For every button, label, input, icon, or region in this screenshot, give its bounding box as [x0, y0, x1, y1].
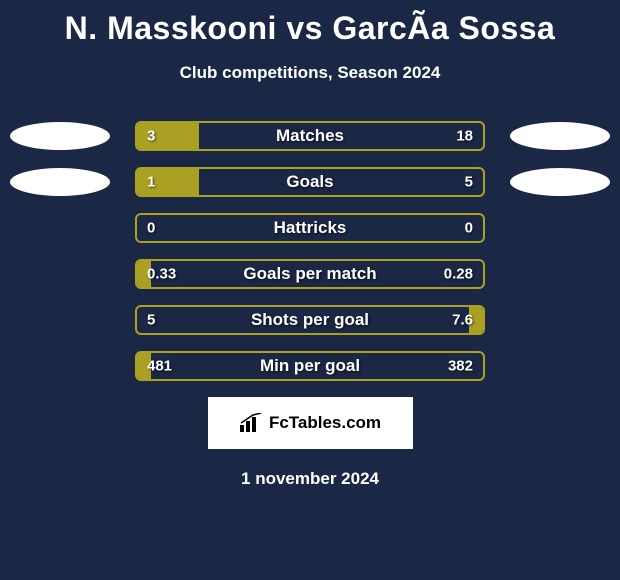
stat-left-value: 5: [147, 312, 155, 329]
stat-row: 481Min per goal382: [0, 351, 620, 381]
bar-right-fill: [469, 307, 483, 333]
bar-left-fill: [137, 353, 151, 379]
player-left-badge: [10, 168, 110, 196]
comparison-rows: 3Matches18 1Goals5 0Hattricks0 0.33Goals pe…: [0, 83, 620, 381]
stat-right-value: 5: [465, 174, 473, 191]
page-title: N. Masskooni vs GarcÃa Sossa: [0, 0, 620, 47]
stat-row: 3Matches18: [0, 121, 620, 151]
stat-right-value: 0.28: [444, 266, 473, 283]
stat-left-value: 0.33: [147, 266, 176, 283]
stat-bar: 481Min per goal382: [135, 351, 485, 381]
bar-left-fill: [137, 123, 199, 149]
subtitle: Club competitions, Season 2024: [0, 63, 620, 83]
stat-right-value: 0: [465, 220, 473, 237]
player-right-badge: [510, 122, 610, 150]
stat-bar: 0Hattricks0: [135, 213, 485, 243]
stat-label: Min per goal: [137, 356, 483, 376]
stat-bar: 5Shots per goal7.6: [135, 305, 485, 335]
stat-row: 0Hattricks0: [0, 213, 620, 243]
bar-left-fill: [137, 261, 151, 287]
stat-bar: 3Matches18: [135, 121, 485, 151]
stat-label: Shots per goal: [137, 310, 483, 330]
brand-text: FcTables.com: [269, 413, 381, 433]
stat-bar: 0.33Goals per match0.28: [135, 259, 485, 289]
bar-left-fill: [137, 169, 199, 195]
stat-row: 1Goals5: [0, 167, 620, 197]
chart-icon: [239, 413, 263, 433]
stat-row: 5Shots per goal7.6: [0, 305, 620, 335]
stat-right-value: 382: [448, 358, 473, 375]
date-text: 1 november 2024: [0, 469, 620, 489]
player-right-badge: [510, 168, 610, 196]
stat-right-value: 18: [456, 128, 473, 145]
stat-label: Goals per match: [137, 264, 483, 284]
stat-bar: 1Goals5: [135, 167, 485, 197]
brand-badge: FcTables.com: [208, 397, 413, 449]
stat-label: Hattricks: [137, 218, 483, 238]
stat-left-value: 0: [147, 220, 155, 237]
stat-row: 0.33Goals per match0.28: [0, 259, 620, 289]
player-left-badge: [10, 122, 110, 150]
